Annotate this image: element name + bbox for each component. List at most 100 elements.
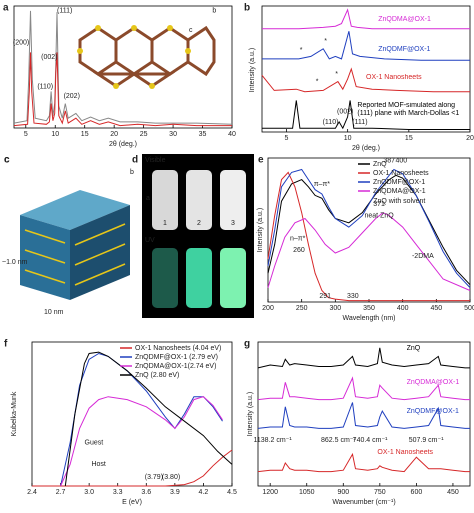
panel-label: g: [244, 339, 250, 350]
x-tick-label: 450: [430, 305, 442, 312]
annotation: *: [324, 38, 327, 45]
atoms: [77, 25, 191, 89]
annotation: 862.5 cm⁻¹: [321, 437, 356, 444]
x-axis-label: E (eV): [122, 499, 142, 506]
x-tick-label: 1050: [299, 489, 315, 496]
panel-label: d: [132, 155, 138, 166]
crystal-structure-inset: [70, 16, 218, 100]
y-axis-label: Kubelka-Munk: [11, 391, 18, 436]
x-tick-label: 40: [228, 131, 236, 138]
data-line: [60, 352, 223, 487]
x-tick-label: 500: [464, 305, 474, 312]
x-tick-label: 2.4: [27, 489, 37, 496]
annotation: c: [189, 27, 193, 34]
x-tick-label: 10: [344, 135, 352, 142]
plot-frame: [13, 5, 233, 129]
x-axis-label: 2θ (deg.): [109, 141, 137, 148]
x-tick-label: 20: [466, 135, 474, 142]
x-tick-label: 20: [110, 131, 118, 138]
series-label-box: ZnQDMA@OX-1: [407, 379, 460, 386]
image-label: 1: [163, 220, 167, 227]
image-label: b: [130, 169, 134, 176]
vial-uv: [220, 248, 246, 308]
annotation: Guest: [85, 440, 104, 447]
annotation: b: [212, 8, 216, 15]
panel-d-photo: [142, 154, 254, 318]
data-line: [267, 212, 471, 291]
annotation: 387: [383, 158, 395, 165]
data-line: [262, 8, 470, 30]
annotation: Host: [91, 461, 105, 468]
data-line: [267, 168, 471, 288]
annotation: *: [300, 47, 303, 54]
legend-label: ZnQDMA@OX-1: [373, 188, 426, 195]
image-label: Visible: [145, 157, 166, 164]
x-tick-label: 200: [262, 305, 274, 312]
data-line: [64, 351, 233, 487]
x-tick-label: 15: [405, 135, 413, 142]
series-label: ZnQDMF@OX-1: [406, 408, 459, 416]
legend-label: ZnQDMF@OX-1: [373, 179, 425, 186]
annotation: (002): [41, 54, 57, 61]
legend-label: ZnQDMF@OX-1 (2.79 eV): [135, 354, 218, 361]
annotation: 330: [347, 293, 359, 300]
x-tick-label: 250: [296, 305, 308, 312]
legend-label: ZnQDMA@OX-1(2.74 eV): [135, 363, 216, 370]
image-label: ~1.0 nm: [2, 259, 28, 266]
series-label-box: ZnQDMF@OX-1: [406, 408, 459, 416]
panel-label: a: [3, 3, 9, 14]
cube-top: [20, 190, 130, 230]
annotation: ZnQ with solvent: [373, 198, 425, 205]
x-tick-label: 450: [447, 489, 459, 496]
x-tick-label: 3.6: [141, 489, 151, 496]
series-label-box: ZnQDMF@OX-1: [378, 46, 430, 53]
annotation: neat ZnQ: [365, 212, 395, 219]
x-tick-label: 350: [363, 305, 375, 312]
series-label-box: ZnQDMA@OX-1: [378, 16, 431, 24]
data-line: [262, 31, 470, 61]
annotation: n–π*: [290, 235, 306, 242]
annotation: (110): [37, 83, 53, 90]
x-tick-label: 900: [337, 489, 349, 496]
annotation: (002): [337, 109, 353, 116]
annotation: (110): [323, 119, 339, 126]
x-tick-label: 3.3: [113, 489, 123, 496]
cube-front: [20, 215, 70, 300]
data-line: [267, 171, 470, 302]
x-tick-label: 2.7: [56, 489, 66, 496]
x-tick-label: 30: [169, 131, 177, 138]
data-line: [261, 67, 470, 93]
annotation: -2DMA: [412, 253, 434, 260]
x-tick-label: 10: [51, 131, 59, 138]
x-axis-label: Wavelength (nm): [342, 315, 395, 322]
cube-pattern: [24, 223, 126, 286]
x-tick-label: 1200: [262, 489, 278, 496]
y-axis-label: Intensity (a.u.): [257, 208, 264, 252]
annotation: 1138.2 cm⁻¹: [254, 437, 293, 444]
inset-bg: [70, 16, 218, 100]
vial: [152, 170, 178, 230]
x-tick-label: 750: [374, 489, 386, 496]
series-label: ZnQ: [406, 344, 421, 352]
data-line: [60, 396, 223, 487]
plot-frame: [267, 157, 471, 303]
x-tick-label: 5: [24, 131, 28, 138]
data-line: [257, 376, 470, 401]
data-line: [13, 52, 232, 127]
series-label: ZnQDMA@OX-1: [378, 16, 431, 24]
legend-label: OX-1 Nanosheets: [373, 170, 429, 177]
annotation: 260: [293, 247, 305, 254]
image-label: 10 nm: [44, 309, 64, 316]
x-tick-label: 4.2: [199, 489, 209, 496]
series-label-box: ZnQ: [406, 344, 421, 352]
panel-label: b: [244, 3, 250, 14]
x-tick-label: 5: [285, 135, 289, 142]
x-tick-label: 3.9: [170, 489, 180, 496]
panel-c-image: [20, 190, 130, 300]
annotation: π–π*: [314, 181, 331, 188]
annotation: 400: [395, 158, 407, 165]
legend-label: ZnQ: [373, 161, 387, 168]
y-axis-label: Intensity (a.u.): [247, 392, 254, 436]
